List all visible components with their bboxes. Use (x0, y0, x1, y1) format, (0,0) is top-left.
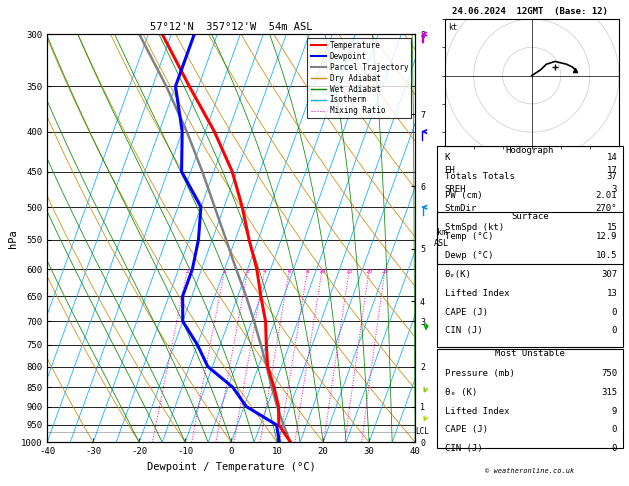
Bar (437, 349, 623, 448)
Text: 307: 307 (601, 270, 617, 279)
Text: 10: 10 (318, 269, 326, 274)
Legend: Temperature, Dewpoint, Parcel Trajectory, Dry Adiabat, Wet Adiabat, Isotherm, Mi: Temperature, Dewpoint, Parcel Trajectory… (308, 38, 411, 119)
Text: 12.9: 12.9 (596, 232, 617, 241)
Text: 15: 15 (345, 269, 353, 274)
Text: Totals Totals: Totals Totals (445, 172, 515, 181)
Text: Most Unstable: Most Unstable (495, 349, 565, 358)
Text: 37: 37 (606, 172, 617, 181)
Text: PW (cm): PW (cm) (445, 191, 482, 200)
Text: Lifted Index: Lifted Index (445, 406, 509, 416)
X-axis label: Dewpoint / Temperature (°C): Dewpoint / Temperature (°C) (147, 462, 316, 472)
Y-axis label: hPa: hPa (8, 229, 18, 247)
Text: CAPE (J): CAPE (J) (445, 425, 487, 434)
Text: Lifted Index: Lifted Index (445, 289, 509, 297)
Text: SREH: SREH (445, 185, 466, 194)
Bar (437, 146, 623, 264)
Text: StmSpd (kt): StmSpd (kt) (445, 223, 504, 232)
Text: 6: 6 (287, 269, 291, 274)
Text: 2.01: 2.01 (596, 191, 617, 200)
Text: Pressure (mb): Pressure (mb) (445, 369, 515, 378)
Text: 0: 0 (612, 425, 617, 434)
Text: 270°: 270° (596, 204, 617, 213)
Text: 24.06.2024  12GMT  (Base: 12): 24.06.2024 12GMT (Base: 12) (452, 7, 608, 16)
Text: 14: 14 (606, 154, 617, 162)
Text: EH: EH (445, 166, 455, 175)
Text: 3: 3 (612, 185, 617, 194)
Text: 2: 2 (223, 269, 226, 274)
Text: Temp (°C): Temp (°C) (445, 232, 493, 241)
Text: 20: 20 (365, 269, 373, 274)
Text: 15: 15 (606, 223, 617, 232)
Text: Dewp (°C): Dewp (°C) (445, 251, 493, 260)
Text: 25: 25 (381, 269, 389, 274)
Text: 0: 0 (612, 308, 617, 316)
Text: CAPE (J): CAPE (J) (445, 308, 487, 316)
Text: LCL: LCL (415, 427, 429, 436)
Text: CIN (J): CIN (J) (445, 444, 482, 453)
Text: 0: 0 (612, 327, 617, 335)
Text: 8: 8 (306, 269, 309, 274)
Text: StmDir: StmDir (445, 204, 477, 213)
Title: 57°12'N  357°12'W  54m ASL: 57°12'N 357°12'W 54m ASL (150, 22, 313, 32)
Text: 9: 9 (612, 406, 617, 416)
Text: 750: 750 (601, 369, 617, 378)
Text: 315: 315 (601, 388, 617, 397)
Text: 3: 3 (246, 269, 250, 274)
Text: © weatheronline.co.uk: © weatheronline.co.uk (486, 468, 574, 474)
Text: K: K (445, 154, 450, 162)
Text: kt: kt (448, 23, 457, 32)
Bar (437, 212, 623, 347)
Text: θₑ (K): θₑ (K) (445, 388, 477, 397)
Y-axis label: km
ASL: km ASL (434, 228, 449, 248)
Text: θₑ(K): θₑ(K) (445, 270, 472, 279)
Text: 4: 4 (263, 269, 267, 274)
Text: 0: 0 (612, 444, 617, 453)
Text: Hodograph: Hodograph (506, 146, 554, 156)
Text: 13: 13 (606, 289, 617, 297)
Text: CIN (J): CIN (J) (445, 327, 482, 335)
Text: 1: 1 (186, 269, 189, 274)
Text: Surface: Surface (511, 212, 548, 221)
Text: 10.5: 10.5 (596, 251, 617, 260)
Text: 17: 17 (606, 166, 617, 175)
